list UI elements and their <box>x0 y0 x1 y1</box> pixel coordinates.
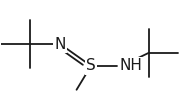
Text: N: N <box>55 37 66 52</box>
Text: NH: NH <box>120 58 143 73</box>
Text: S: S <box>86 58 96 73</box>
